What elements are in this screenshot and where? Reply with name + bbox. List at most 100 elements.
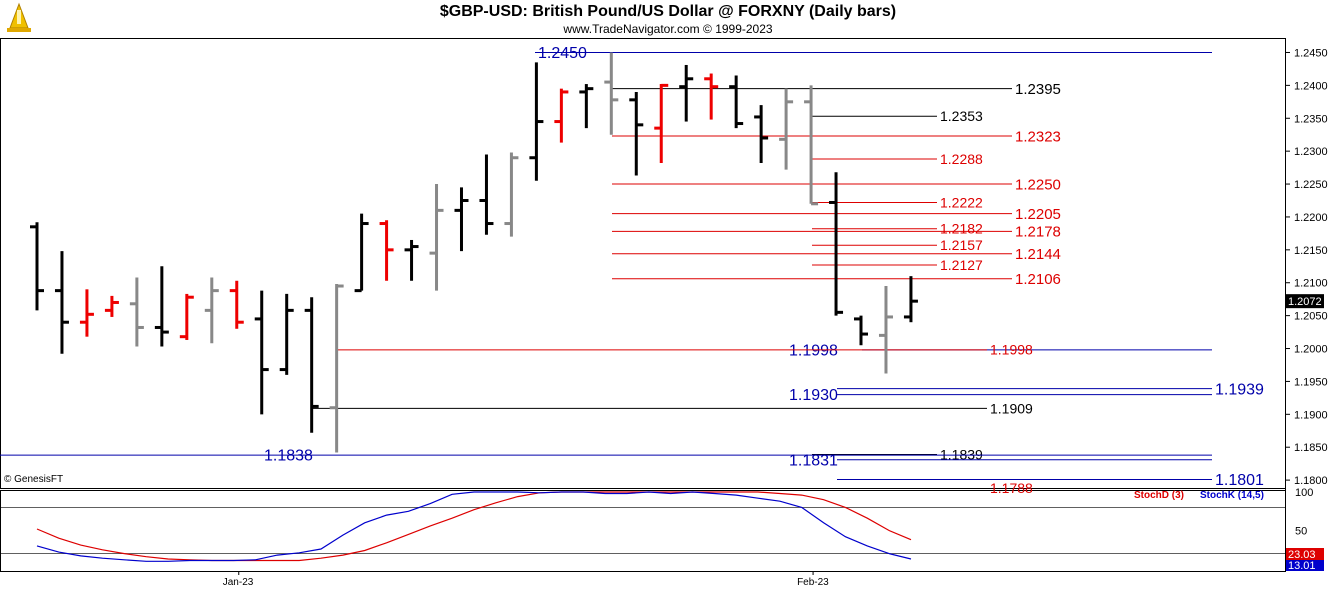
- ohlc-bar: [579, 84, 594, 129]
- price-tick-label: 1.1900: [1294, 409, 1328, 421]
- price-tick-label: 1.2200: [1294, 212, 1328, 224]
- trade-navigator-logo-icon: [7, 2, 31, 32]
- ohlc-bar: [779, 88, 794, 170]
- ohlc-bar: [504, 152, 519, 237]
- ohlc-bar: [729, 75, 744, 129]
- level-label: 1.2250: [1015, 176, 1061, 193]
- level-label: 1.2106: [1015, 271, 1061, 288]
- price-tick-label: 1.1800: [1294, 475, 1328, 487]
- ohlc-bar: [854, 315, 869, 346]
- level-label: 1.1998: [990, 342, 1033, 358]
- last-price-label: 1.2072: [1288, 296, 1322, 308]
- stoch-k-line: [36, 491, 912, 562]
- ohlc-bar: [404, 239, 419, 281]
- level-label: 1.1939: [1215, 381, 1264, 398]
- price-tick-label: 1.1850: [1294, 442, 1328, 454]
- level-label: 1.2178: [1015, 224, 1061, 241]
- level-label: 1.1831: [789, 452, 838, 469]
- ohlc-bar: [479, 154, 494, 235]
- ohlc-bar: [329, 284, 344, 453]
- ohlc-bar: [903, 276, 918, 323]
- price-tick-label: 1.2350: [1294, 113, 1328, 125]
- level-label: 1.2182: [940, 221, 983, 237]
- price-tick-label: 1.2300: [1294, 146, 1328, 158]
- ohlc-bar: [529, 62, 544, 181]
- ohlc-bar: [878, 286, 893, 374]
- ohlc-bar: [604, 52, 619, 135]
- ohlc-bar: [829, 172, 844, 316]
- ohlc-bar: [454, 187, 469, 252]
- ohlc-bar: [654, 83, 669, 163]
- level-label: 1.1788: [990, 480, 1033, 496]
- price-tick-label: 1.2450: [1294, 47, 1328, 59]
- stoch-legend-d: StochD (3): [1134, 490, 1184, 501]
- level-label: 1.2450: [538, 45, 587, 62]
- ohlc-bar: [354, 213, 369, 293]
- price-bars: [30, 52, 918, 453]
- ohlc-bar: [754, 105, 769, 163]
- stoch-d-value: 23.03: [1288, 549, 1316, 561]
- last-price-box: [1286, 294, 1324, 309]
- level-label: 1.1930: [789, 387, 838, 404]
- stoch-k-value: 13.01: [1288, 560, 1316, 572]
- stoch-k-value-box: [1286, 560, 1324, 571]
- ohlc-bar: [304, 297, 319, 433]
- ohlc-bar: [79, 289, 94, 337]
- level-label: 1.2395: [1015, 81, 1061, 98]
- ohlc-bar: [629, 91, 644, 176]
- ohlc-bar: [254, 290, 269, 415]
- ohlc-bar: [179, 293, 194, 340]
- level-label: 1.2353: [940, 108, 983, 124]
- level-label: 1.2288: [940, 151, 983, 167]
- ohlc-bar: [704, 73, 719, 120]
- level-label: 1.1839: [940, 446, 983, 462]
- chart-frame: [0, 38, 1286, 572]
- ohlc-bar: [129, 277, 144, 347]
- level-label: 1.2144: [1015, 246, 1061, 263]
- ohlc-bar: [279, 293, 294, 375]
- price-tick-label: 1.1950: [1294, 376, 1328, 388]
- price-tick-label: 1.2100: [1294, 278, 1328, 290]
- stoch-d-value-box: [1286, 548, 1324, 560]
- level-lines: 1.2450 1.2395 1.2353 1.2323 1.2288 1.2250 1.22…: [0, 45, 1264, 496]
- ohlc-bar: [379, 220, 394, 281]
- price-tick-label: 1.2400: [1294, 80, 1328, 92]
- price-tick-label: 1.2150: [1294, 245, 1328, 257]
- chart-title: $GBP-USD: British Pound/US Dollar @ FORX…: [439, 3, 897, 20]
- stoch-d-line: [36, 491, 912, 562]
- ohlc-bar: [679, 64, 694, 122]
- stoch-tick-label: 50: [1295, 526, 1307, 538]
- price-tick-label: 1.2250: [1294, 179, 1328, 191]
- price-panel-border: [0, 38, 1286, 489]
- level-label: 1.1998: [789, 342, 838, 359]
- price-tick-label: 1.2050: [1294, 311, 1328, 323]
- level-label: 1.1838: [264, 448, 313, 465]
- ohlc-bar: [429, 184, 444, 291]
- ohlc-bar: [204, 277, 219, 344]
- price-tick-label: 1.2000: [1294, 344, 1328, 356]
- date-axis: Jan-23 Feb-23: [0, 571, 1285, 588]
- ohlc-bar: [30, 222, 44, 311]
- level-label: 1.2157: [940, 237, 983, 253]
- date-tick-label: Feb-23: [797, 577, 829, 588]
- ohlc-bar: [154, 266, 169, 347]
- ohlc-bar: [104, 295, 119, 317]
- copyright-label: © GenesisFT: [4, 474, 64, 485]
- chart-subtitle: www.TradeNavigator.com © 1999-2023: [563, 22, 773, 36]
- ohlc-bar: [554, 88, 569, 143]
- level-label: 1.2127: [940, 257, 983, 273]
- ohlc-bar: [804, 85, 819, 206]
- ohlc-bar: [54, 251, 69, 354]
- title-bar: $GBP-USD: British Pound/US Dollar @ FORX…: [0, 0, 1336, 36]
- level-label: 1.1909: [990, 400, 1033, 416]
- level-label: 1.2222: [940, 194, 983, 210]
- level-label: 1.2323: [1015, 128, 1061, 145]
- price-axis: 1.2450 1.2400 1.2350 1.2300 1.2250 1.2200 1.21…: [1285, 47, 1328, 487]
- level-label: 1.1801: [1215, 472, 1264, 489]
- stoch-tick-label: 100: [1295, 487, 1313, 499]
- ohlc-bar: [229, 280, 244, 329]
- level-label: 1.2205: [1015, 206, 1061, 223]
- date-tick-label: Jan-23: [223, 577, 254, 588]
